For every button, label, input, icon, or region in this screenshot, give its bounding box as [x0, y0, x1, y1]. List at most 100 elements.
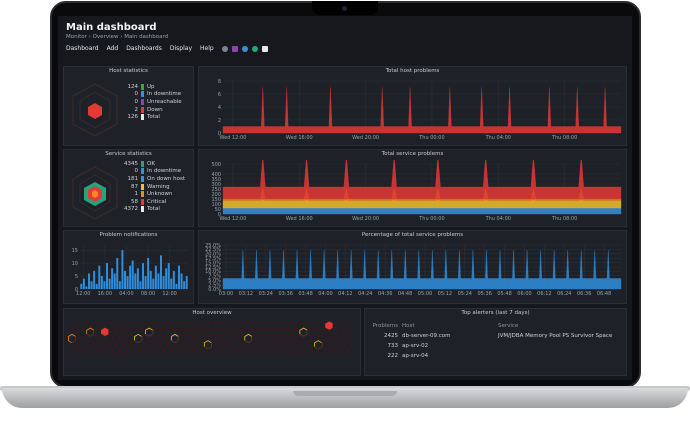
- laptop-base: [2, 388, 688, 408]
- series-area-problems: [222, 250, 622, 290]
- host-overview-hexgrid[interactable]: [64, 320, 360, 374]
- host-hexagon: [89, 346, 99, 356]
- y-tick-label: 25.0%: [205, 243, 221, 249]
- host-statistics-title: Host statistics: [109, 68, 148, 74]
- host-hexagon: [126, 346, 135, 356]
- legend-row-critical[interactable]: 58 Critical: [131, 198, 167, 205]
- bar: [93, 270, 96, 289]
- y-tick-label: 15.0%: [205, 260, 221, 266]
- host-overview-panel: Host overview: [63, 308, 361, 376]
- column-header-host[interactable]: Host: [402, 323, 415, 329]
- host-hexagon: [288, 346, 297, 356]
- y-tick-label: 22.5%: [205, 247, 221, 253]
- bar: [139, 281, 142, 289]
- bar: [165, 268, 168, 289]
- x-tick-label: 04:12: [338, 291, 352, 297]
- y-tick-label: 150: [211, 197, 221, 203]
- legend-row-total[interactable]: 4372 Total: [124, 206, 160, 213]
- series-area-ok: [222, 207, 622, 215]
- host-hexagon: [273, 346, 282, 356]
- y-tick-label: 50: [215, 207, 221, 213]
- problem-notifications-chart[interactable]: 0 5 10 15 12:00 16:00 04:00 08:00 12:00: [64, 241, 193, 303]
- y-tick-label: 4: [218, 105, 221, 111]
- legend-row-down[interactable]: 2 Down: [134, 106, 163, 113]
- bar: [85, 286, 88, 289]
- y-tick-label: 10.0%: [205, 269, 221, 275]
- bar: [126, 276, 129, 289]
- host-hexagon: [170, 346, 179, 356]
- host-hexagon: [119, 346, 128, 356]
- problems-cell: 733: [387, 343, 399, 349]
- bar: [149, 270, 152, 289]
- legend-row-unreachable[interactable]: 0 Unreachable: [134, 98, 182, 105]
- bar: [95, 283, 98, 289]
- y-tick-label: 300: [211, 182, 221, 188]
- x-tick-label: Wed 12:00: [219, 216, 246, 222]
- series-area-down: [222, 87, 622, 134]
- y-tick-label: 0.0%: [208, 287, 221, 293]
- legend-row-on-down-host[interactable]: 181 On down host: [127, 175, 186, 182]
- host-hexagon: [207, 346, 216, 356]
- host-overview-title: Host overview: [192, 310, 232, 316]
- column-header-service[interactable]: Service: [498, 323, 519, 329]
- service-cell[interactable]: JVM/JDBA Memory Pool PS Survivor Space: [498, 333, 613, 339]
- percentage-problems-chart[interactable]: 0.0%2.5%5.0%7.5%10.0%12.5%15.0%17.5%20.0…: [199, 241, 626, 303]
- bar: [124, 270, 126, 289]
- menu-dashboard[interactable]: Dashboard: [66, 45, 99, 52]
- bar: [111, 268, 114, 289]
- total-host-problems-chart[interactable]: 0 2 4 6 8 Wed 12:00 Wed 16:00 Wed 20:00 Thu 00:0…: [199, 77, 626, 145]
- host-hexagon: [317, 346, 326, 356]
- bar: [147, 257, 150, 289]
- legend-row-warning[interactable]: 87 Warning: [131, 183, 170, 190]
- fullscreen-icon[interactable]: [261, 45, 268, 52]
- gear-icon[interactable]: [221, 45, 228, 52]
- host-cell[interactable]: ap-srv-02: [402, 343, 429, 349]
- bar: [170, 278, 173, 289]
- breadcrumb[interactable]: Monitor › Overview › Main dashboard: [66, 34, 169, 40]
- info-icon[interactable]: [241, 45, 248, 52]
- column-header-problems[interactable]: Problems: [372, 323, 398, 329]
- legend-row-total[interactable]: 126 Total: [127, 114, 160, 121]
- x-tick-label: Thu 04:00: [485, 135, 511, 141]
- y-tick-label: 100: [211, 202, 221, 208]
- dashboard-screen: Main dashboard Monitor › Overview › Main…: [58, 16, 632, 380]
- top-alerters-title: Top alerters (last 7 days): [461, 310, 530, 316]
- host-statistics-legend: 124 Up 0 In downtime 0 Unreachable 2 Down 12…: [116, 83, 182, 121]
- table-row[interactable]: 2425 db-server-09.com JVM/JDBA Memory Po…: [370, 331, 626, 341]
- x-tick-label: 04:00: [119, 291, 133, 297]
- x-tick-label: 03:00: [219, 291, 233, 297]
- host-hexagon: [156, 346, 165, 356]
- x-tick-label: Wed 20:00: [352, 135, 379, 141]
- bar: [142, 263, 144, 289]
- share-icon[interactable]: [251, 45, 258, 52]
- host-cell[interactable]: ap-srv-04: [402, 353, 429, 359]
- legend-row-unknown[interactable]: 1 Unknown: [134, 191, 173, 198]
- x-tick-label: 05:12: [438, 291, 452, 297]
- host-cell[interactable]: db-server-09.com: [402, 333, 451, 339]
- x-tick-label: 06:24: [557, 291, 571, 297]
- table-row[interactable]: 733 ap-srv-02: [370, 341, 626, 351]
- problems-cell: 2425: [384, 333, 398, 339]
- problems-cell: 222: [387, 353, 399, 359]
- menu-display[interactable]: Display: [169, 45, 192, 52]
- y-tick-label: 400: [211, 172, 221, 178]
- legend-row-up[interactable]: 124 Up: [127, 83, 155, 90]
- x-tick-label: Thu 04:00: [485, 216, 511, 222]
- x-tick-label: 12:00: [76, 291, 90, 297]
- legend-row-in-downtime[interactable]: 0 In downtime: [134, 168, 182, 175]
- y-tick-label: 12.5%: [205, 265, 221, 271]
- menu-dashboards[interactable]: Dashboards: [126, 45, 162, 52]
- legend-row-in-downtime[interactable]: 0 In downtime: [134, 91, 182, 98]
- service-statistics-title: Service statistics: [105, 151, 152, 157]
- table-row[interactable]: 222 ap-srv-04: [370, 351, 626, 361]
- menu-help[interactable]: Help: [200, 45, 214, 52]
- legend-row-ok[interactable]: 4345 OK: [124, 160, 155, 167]
- bar: [160, 255, 162, 289]
- bar: [121, 250, 124, 289]
- bar: [144, 276, 147, 289]
- warning-icon[interactable]: [231, 45, 238, 52]
- table-header: Problems Host Service: [370, 321, 626, 331]
- menu-add[interactable]: Add: [106, 45, 119, 52]
- bar: [167, 263, 170, 289]
